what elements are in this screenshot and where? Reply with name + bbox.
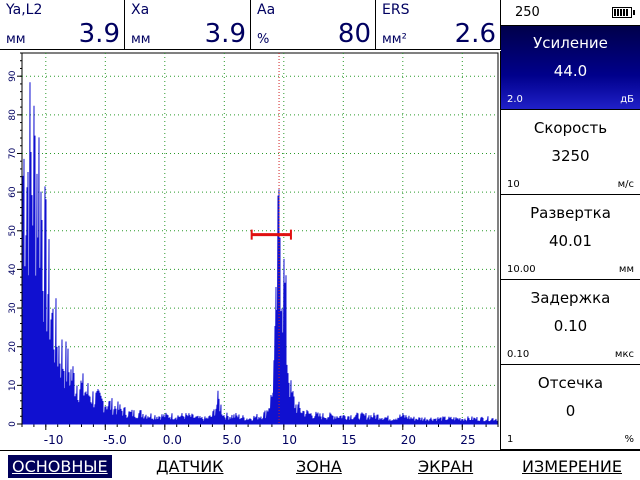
param-title: Отсечка xyxy=(537,374,604,392)
y-tick-label: 50 xyxy=(8,225,18,237)
readout-unit: мм xyxy=(131,32,151,47)
menu-main[interactable]: ОСНОВНЫЕ xyxy=(8,455,112,478)
param-value: 44.0 xyxy=(553,62,588,80)
param-value: 0.10 xyxy=(553,317,588,335)
param-title: Усиление xyxy=(533,34,608,52)
readout-label: ERS xyxy=(382,2,410,18)
x-tick-label: 15 xyxy=(341,433,356,447)
y-tick-label: 70 xyxy=(8,147,18,159)
param-reject[interactable]: Отсечка 0 1 % xyxy=(501,366,640,450)
param-velocity[interactable]: Скорость 3250 10 м/с xyxy=(501,111,640,195)
menu-transducer[interactable]: ДАТЧИК xyxy=(156,457,224,476)
param-unit: дБ xyxy=(620,94,634,105)
bottom-menu: ОСНОВНЫЕ ДАТЧИК ЗОНА ЭКРАН ИЗМЕРЕНИЕ xyxy=(0,450,640,480)
param-unit: % xyxy=(624,434,634,445)
x-tick-label: 10 xyxy=(282,433,297,447)
readout-aa: Aa % 80 xyxy=(251,0,376,50)
param-delay[interactable]: Задержка 0.10 0.10 мкс xyxy=(501,281,640,365)
menu-screen[interactable]: ЭКРАН xyxy=(418,457,474,476)
readout-ers: ERS мм² 2.6 xyxy=(376,0,501,50)
readout-unit: % xyxy=(257,32,270,47)
battery-icon xyxy=(612,7,635,18)
x-tick-label: 0.0 xyxy=(163,433,182,447)
readout-label: Xa xyxy=(131,2,150,18)
x-tick-label: 5.0 xyxy=(222,433,241,447)
x-tick-label: -5.0 xyxy=(103,433,126,447)
a-scan-svg: -10 -5.0 0.0 5.0 10 15 20 25 0 10 20 30 40 50 60 70 80 90 xyxy=(8,52,499,447)
a-scan-plot[interactable]: -10 -5.0 0.0 5.0 10 15 20 25 0 10 20 30 40 50 60 70 80 90 xyxy=(0,51,501,450)
y-tick-label: 10 xyxy=(8,379,18,391)
param-step: 10 xyxy=(507,179,520,190)
readout-label: Aa xyxy=(257,2,276,18)
param-unit: м/с xyxy=(617,179,634,190)
param-unit: мм xyxy=(618,264,634,275)
x-tick-label: -10 xyxy=(44,433,64,447)
readout-xa: Xa мм 3.9 xyxy=(125,0,251,50)
y-tick-label: 40 xyxy=(8,263,18,275)
plot-frame xyxy=(21,52,499,425)
readout-value: 3.9 xyxy=(78,19,120,49)
battery-number: 250 xyxy=(515,5,540,20)
readout-value: 80 xyxy=(337,19,371,49)
readout-ya-l2: Ya,L2 мм 3.9 xyxy=(0,0,125,50)
param-step: 1 xyxy=(507,434,514,445)
readout-label: Ya,L2 xyxy=(6,2,43,18)
y-tick-label: 30 xyxy=(8,302,18,314)
param-value: 0 xyxy=(565,402,576,420)
signal-trace xyxy=(22,82,498,425)
menu-measurement[interactable]: ИЗМЕРЕНИЕ xyxy=(522,457,623,476)
readout-unit: мм xyxy=(6,32,26,47)
readout-value: 2.6 xyxy=(454,19,496,49)
param-range[interactable]: Развертка 40.01 10.00 мм xyxy=(501,196,640,280)
y-tick-label: 80 xyxy=(8,109,18,121)
param-title: Скорость xyxy=(533,119,608,137)
param-value: 3250 xyxy=(551,147,590,165)
menu-zone[interactable]: ЗОНА xyxy=(296,457,342,476)
readout-unit: мм² xyxy=(382,32,407,47)
x-tick-label: 20 xyxy=(401,433,416,447)
param-step: 2.0 xyxy=(507,94,523,105)
param-step: 0.10 xyxy=(507,349,530,360)
y-tick-label: 60 xyxy=(8,186,18,198)
param-title: Развертка xyxy=(530,204,611,222)
param-value: 40.01 xyxy=(549,232,592,250)
readout-value: 3.9 xyxy=(204,19,246,49)
y-tick-label: 20 xyxy=(8,341,18,353)
param-step: 10.00 xyxy=(507,264,536,275)
status-bar: 250 xyxy=(501,0,640,26)
param-unit: мкс xyxy=(614,349,634,360)
y-tick-label: 90 xyxy=(8,70,18,82)
param-title: Задержка xyxy=(530,289,611,307)
y-tick-label: 0 xyxy=(8,421,18,427)
x-tick-label: 25 xyxy=(460,433,475,447)
param-gain[interactable]: Усиление 44.0 2.0 дБ xyxy=(501,26,640,110)
